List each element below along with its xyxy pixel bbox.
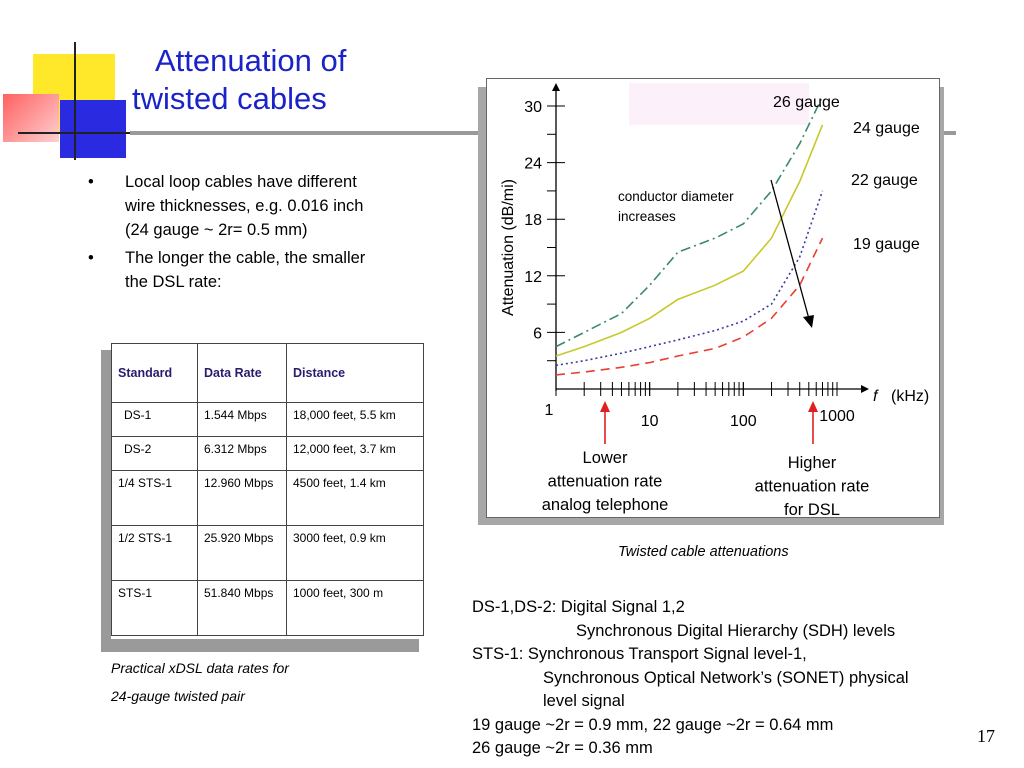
cell-rate: 1.544 Mbps [197,402,287,437]
table-header-row: Standard Data Rate Distance [111,343,424,403]
cell-distance: 18,000 feet, 5.5 km [286,402,424,437]
title-line-2: twisted cables [132,81,327,116]
col-header-standard: Standard [111,343,198,403]
cell-standard: 1/2 STS-1 [111,525,198,581]
annotation-diameter-line-1: conductor diameter [618,189,734,204]
series-label: 19 gauge [853,236,920,253]
lower-rate-label: Lower [583,449,628,467]
deco-pink-square [3,94,59,142]
cell-distance: 3000 feet, 0.9 km [286,525,424,581]
definition-line: level signal [543,692,625,710]
higher-rate-label: Higher [788,454,837,472]
cell-standard: DS-1 [111,402,198,437]
y-tick-label: 30 [524,99,542,116]
x-tick-label: 10 [641,413,659,430]
annotation-arrow-line [770,179,810,320]
x-axis-label-unit: (kHz) [891,388,929,405]
series-label: 22 gauge [851,172,918,189]
definition-line: STS-1: Synchronous Transport Signal leve… [472,645,807,663]
table-caption-line-2: 24-gauge twisted pair [111,688,245,704]
cell-standard: DS-2 [111,436,198,471]
cell-standard: STS-1 [111,580,198,636]
x-tick-label: 1 [545,402,554,419]
cell-rate: 6.312 Mbps [197,436,287,471]
table-row: DS-2 6.312 Mbps 12,000 feet, 3.7 km [111,436,424,471]
definition-line: 19 gauge ~2r = 0.9 mm, 22 gauge ~2r = 0.… [472,715,834,734]
col-header-data-rate: Data Rate [197,343,287,403]
lower-rate-label: attenuation rate [548,473,663,491]
deco-blue-square [60,100,126,158]
label-highlight-box [629,83,809,125]
y-tick-label: 24 [524,156,542,173]
cell-distance: 1000 feet, 300 m [286,580,424,636]
cell-rate: 25.920 Mbps [197,525,287,581]
cell-distance: 4500 feet, 1.4 km [286,470,424,526]
cell-standard: 1/4 STS-1 [111,470,198,526]
table-row: STS-1 51.840 Mbps 1000 feet, 300 m [111,580,424,636]
chart-caption: Twisted cable attenuations [618,544,789,560]
lower-rate-arrow-head [600,401,610,412]
definition-line: Synchronous Optical Network’s (SONET) ph… [543,668,909,687]
y-axis-label: Attenuation (dB/mi) [500,179,517,316]
deco-vertical-line [74,42,76,160]
table-caption-line-1: Practical xDSL data rates for [111,660,289,676]
annotation-diameter-line-2: increases [618,209,676,224]
series-label: 24 gauge [853,120,920,137]
definitions: DS-1,DS-2: Digital Signal 1,2 Synchronou… [472,596,909,761]
title-line-1: Attenuation of [155,43,347,78]
page-number: 17 [977,726,995,746]
deco-horizontal-line [18,132,130,134]
slide-title: Attenuation of twisted cables [132,42,392,118]
rates-table: Standard Data Rate Distance DS-1 1.544 M… [111,343,424,636]
x-axis-label-symbol: f [873,388,879,405]
x-tick-label: 100 [730,413,757,430]
col-header-distance: Distance [286,343,424,403]
y-axis-arrow [552,83,560,91]
series-line [555,124,824,357]
chart-frame: 6 12 18 24 30 1 10 100 1000 Attenuation (dB/mi) f (… [486,78,940,518]
definition-line: Synchronous Digital Hierarchy (SDH) leve… [576,621,896,640]
x-axis-arrow [861,385,869,393]
lower-rate-label: analog telephone [542,496,669,514]
cell-distance: 12,000 feet, 3.7 km [286,436,424,471]
attenuation-chart: 6 12 18 24 30 1 10 100 1000 Attenuation (dB/mi) f (… [500,83,929,517]
higher-rate-label: for DSL [784,501,840,517]
table-row: 1/4 STS-1 12.960 Mbps 4500 feet, 1.4 km [111,470,424,526]
bullet-list: • Local loop cables have different wire t… [88,170,378,298]
y-tick-label: 12 [524,269,542,286]
y-tick-label: 6 [533,325,542,342]
cell-rate: 51.840 Mbps [197,580,287,636]
bullet-item: • The longer the cable, the smaller the D… [88,249,366,291]
rates-table-container: Standard Data Rate Distance DS-1 1.544 M… [111,343,424,639]
definition-line: DS-1,DS-2: Digital Signal 1,2 [472,598,685,616]
higher-rate-arrow-head [808,401,818,412]
series-line [555,237,824,376]
y-tick-label: 18 [524,212,542,229]
higher-rate-label: attenuation rate [755,478,870,496]
series-label: 26 gauge [773,94,840,111]
x-tick-label: 1000 [819,408,855,425]
definition-line: 26 gauge ~2r = 0.36 mm [472,739,653,757]
table-row: 1/2 STS-1 25.920 Mbps 3000 feet, 0.9 km [111,525,424,581]
table-row: DS-1 1.544 Mbps 18,000 feet, 5.5 km [111,402,424,437]
cell-rate: 12.960 Mbps [197,470,287,526]
bullet-item: • Local loop cables have different wire t… [88,173,364,239]
annotation-arrow-head [803,315,814,328]
